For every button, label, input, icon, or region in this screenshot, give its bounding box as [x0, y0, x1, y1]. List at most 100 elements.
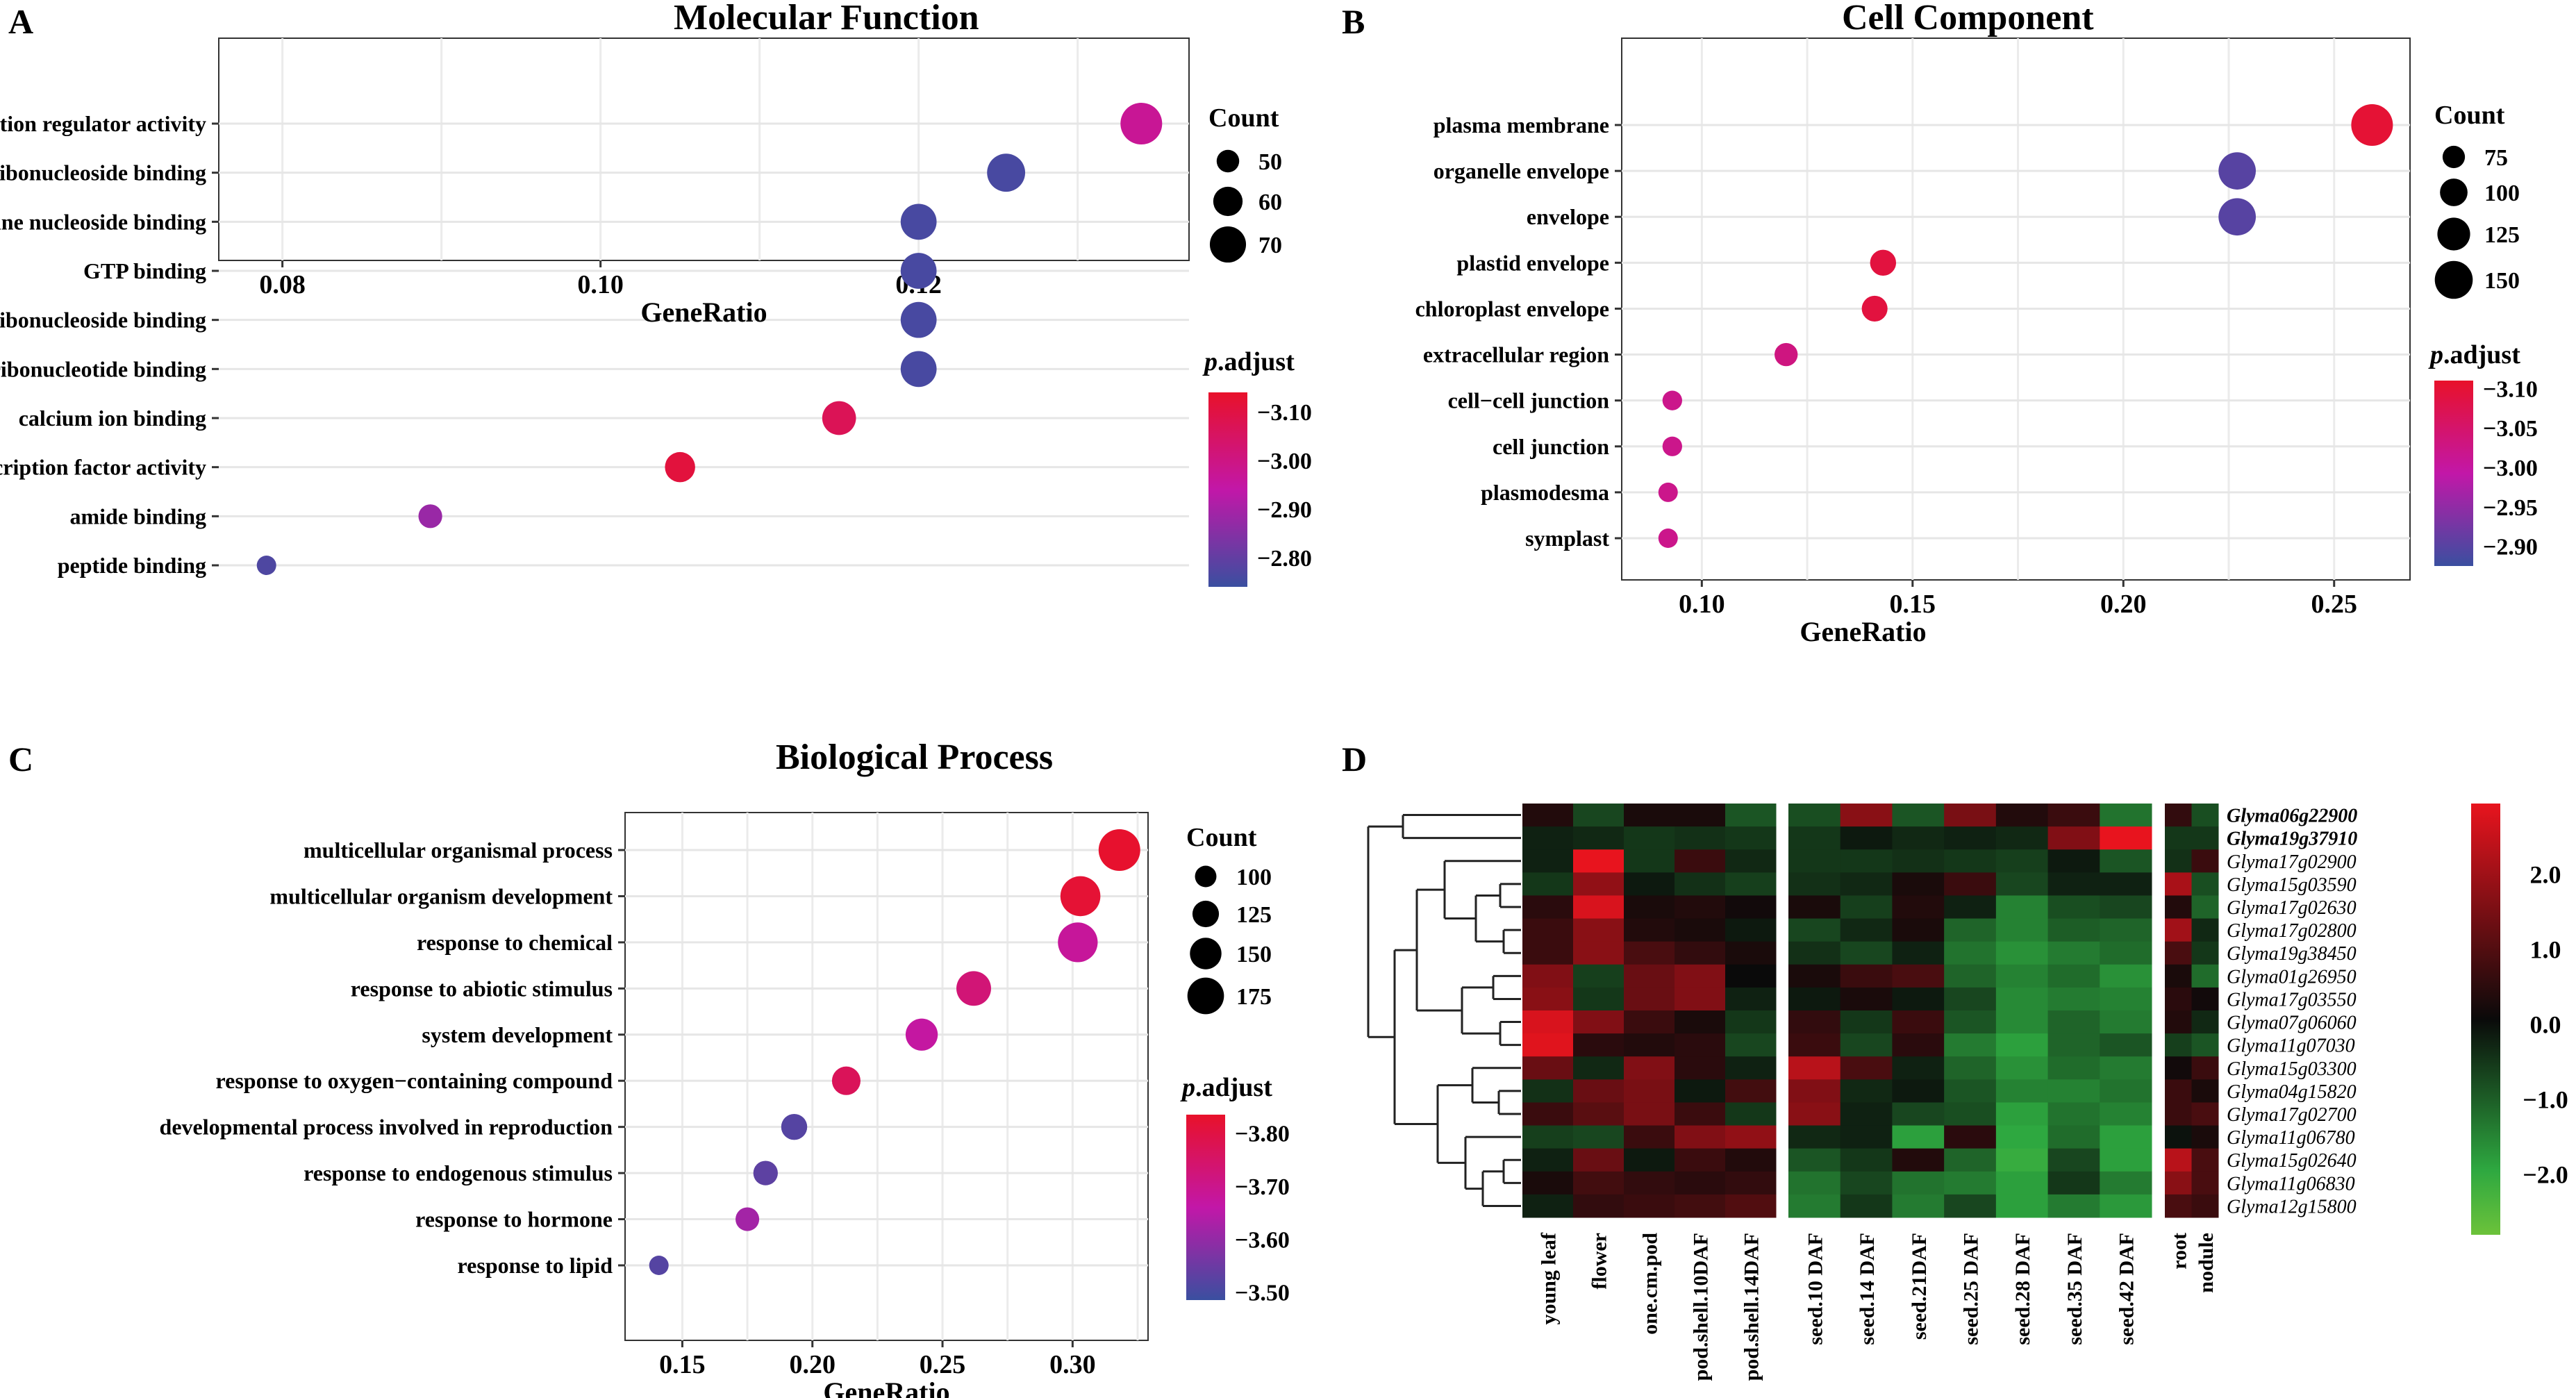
heatmap-cell [1573, 1079, 1624, 1103]
heatmap-cell [1725, 941, 1777, 965]
panel-a-term-label: amide binding [69, 504, 206, 529]
panel-a-plot-area [218, 38, 1190, 261]
heatmap-cell [2165, 941, 2192, 965]
heatmap-cell [2191, 1148, 2219, 1172]
heatmap-cell [1995, 1079, 2049, 1103]
heatmap-cell [1788, 872, 1841, 896]
heatmap-cell [2047, 804, 2100, 827]
heatmap-cell [1725, 872, 1777, 896]
heatmap-cell [2100, 1056, 2152, 1080]
panel-c-x-tick-label: 0.30 [1049, 1350, 1096, 1379]
heatmap-cell [2100, 964, 2152, 988]
heatmap-cell [1624, 1079, 1675, 1103]
heatmap-cell [1522, 1102, 1574, 1126]
panel-a-dot [900, 203, 937, 240]
panel-a-term-label: DNA−binding transcription factor activit… [0, 455, 206, 480]
heatmap-cell [2165, 1010, 2192, 1034]
heatmap-cell [1995, 1171, 2049, 1195]
heatmap-cell [1995, 1194, 2049, 1218]
heatmap-cell [1995, 1148, 2049, 1172]
heatmap-cell [1892, 964, 1945, 988]
heatmap-cell [2047, 826, 2100, 850]
heatmap-cell [1944, 1102, 1997, 1126]
heatmap-cell [1944, 1056, 1997, 1080]
heatmap-cell [1944, 918, 1997, 942]
heatmap-cell [1892, 1125, 1945, 1149]
heatmap-cell [1522, 872, 1574, 896]
heatmap-cell [1995, 964, 2049, 988]
panel-letter-a: A [8, 2, 33, 41]
heatmap-cell [2191, 1056, 2219, 1080]
heatmap-cell [1892, 826, 1945, 850]
heatmap-cell [1944, 1171, 1997, 1195]
panel-a-padjust-colorbar [1208, 392, 1247, 587]
heatmap-cell [1995, 826, 2049, 850]
heatmap-cell [1522, 1125, 1574, 1149]
heatmap-cell [2047, 849, 2100, 873]
panel-c-dot [905, 1018, 938, 1051]
heatmap-cell [1892, 918, 1945, 942]
panel-b-padjust-tick-label: −3.00 [2483, 456, 2538, 481]
panel-b-count-legend-dot [2434, 260, 2473, 299]
panel-c-biological-process: Biological Process 0.15 0.20 0.25 0.30 GeneRa… [160, 738, 1290, 1398]
heatmap-cell [1788, 1010, 1841, 1034]
panel-b-count-legend-dot [2440, 178, 2468, 206]
heatmap-cell [1892, 872, 1945, 896]
panel-a-term-label: purine ribonucleoside binding [0, 308, 206, 333]
heatmap-cell [1522, 987, 1574, 1011]
heatmap-cell [1840, 895, 1893, 919]
heatmap-cell [1624, 1171, 1675, 1195]
heatmap-cell [1725, 895, 1777, 919]
panel-b-title: Cell Component [1842, 0, 2094, 38]
panel-c-padjust-tick-label: −3.60 [1235, 1227, 1290, 1253]
heatmap-cell [2100, 1102, 2152, 1126]
heatmap-cell [1624, 1148, 1675, 1172]
panel-c-x-tick-label: 0.25 [920, 1350, 966, 1379]
heatmap-cell [1573, 804, 1624, 827]
panel-b-count-legend-label: 125 [2484, 222, 2520, 248]
heatmap-column-label: seed.28 DAF [2011, 1233, 2034, 1345]
heatmap-cell [1675, 1125, 1726, 1149]
heatmap-cell [2100, 1010, 2152, 1034]
heatmap-cell [1995, 1056, 2049, 1080]
heatmap-cell [1892, 941, 1945, 965]
panel-letter-b: B [1342, 2, 1365, 41]
heatmap-cell [1788, 1148, 1841, 1172]
heatmap-cell [1573, 826, 1624, 850]
panel-b-padjust-tick-label: −2.95 [2483, 495, 2538, 521]
heatmap-cell [2191, 826, 2219, 850]
panel-a-count-legend-dot [1209, 226, 1247, 263]
panel-b-x-axis-label: GeneRatio [1800, 616, 1926, 647]
heatmap-cell [2047, 1171, 2100, 1195]
panel-b-term-label: plasma membrane [1434, 113, 1609, 138]
heatmap-cell [2165, 964, 2192, 988]
heatmap-column-label: seed.35 DAF [2063, 1233, 2086, 1345]
heatmap-cell [1725, 1194, 1777, 1218]
heatmap-cell [1840, 964, 1893, 988]
heatmap-row-label: Glyma12g15800 [2227, 1196, 2357, 1217]
panel-b-term-label: cell junction [1493, 434, 1609, 459]
heatmap-cell [2100, 872, 2152, 896]
panel-c-term-label: response to chemical [417, 930, 613, 955]
heatmap-cell [2100, 1171, 2152, 1195]
panel-b-padjust-legend-title: p.adjust [2428, 340, 2520, 369]
heatmap-cell [1788, 1125, 1841, 1149]
panel-c-padjust-tick-label: −3.80 [1235, 1122, 1290, 1147]
panel-a-count-legend-title: Count [1208, 103, 1279, 133]
panel-a-dot [900, 351, 937, 388]
heatmap-cell [2047, 1125, 2100, 1149]
heatmap-row-label: Glyma17g03550 [2227, 989, 2357, 1010]
heatmap-cell [1573, 1033, 1624, 1057]
heatmap-cell [1840, 1102, 1893, 1126]
panel-a-count-legend-label: 70 [1258, 233, 1282, 258]
heatmap-cell [1840, 1033, 1893, 1057]
heatmap-row-label: Glyma15g03300 [2227, 1058, 2357, 1080]
heatmap-cell [2165, 1033, 2192, 1057]
heatmap-column-label: pod.shell.10DAF [1690, 1233, 1713, 1381]
panel-b-dot [1775, 342, 1798, 367]
heatmap-row-label: Glyma15g03590 [2227, 874, 2357, 896]
heatmap-cell [1725, 1056, 1777, 1080]
heatmap-cell [1522, 1194, 1574, 1218]
heatmap-cell [1725, 849, 1777, 873]
panel-a-padjust-legend-title-p: p [1202, 347, 1218, 376]
